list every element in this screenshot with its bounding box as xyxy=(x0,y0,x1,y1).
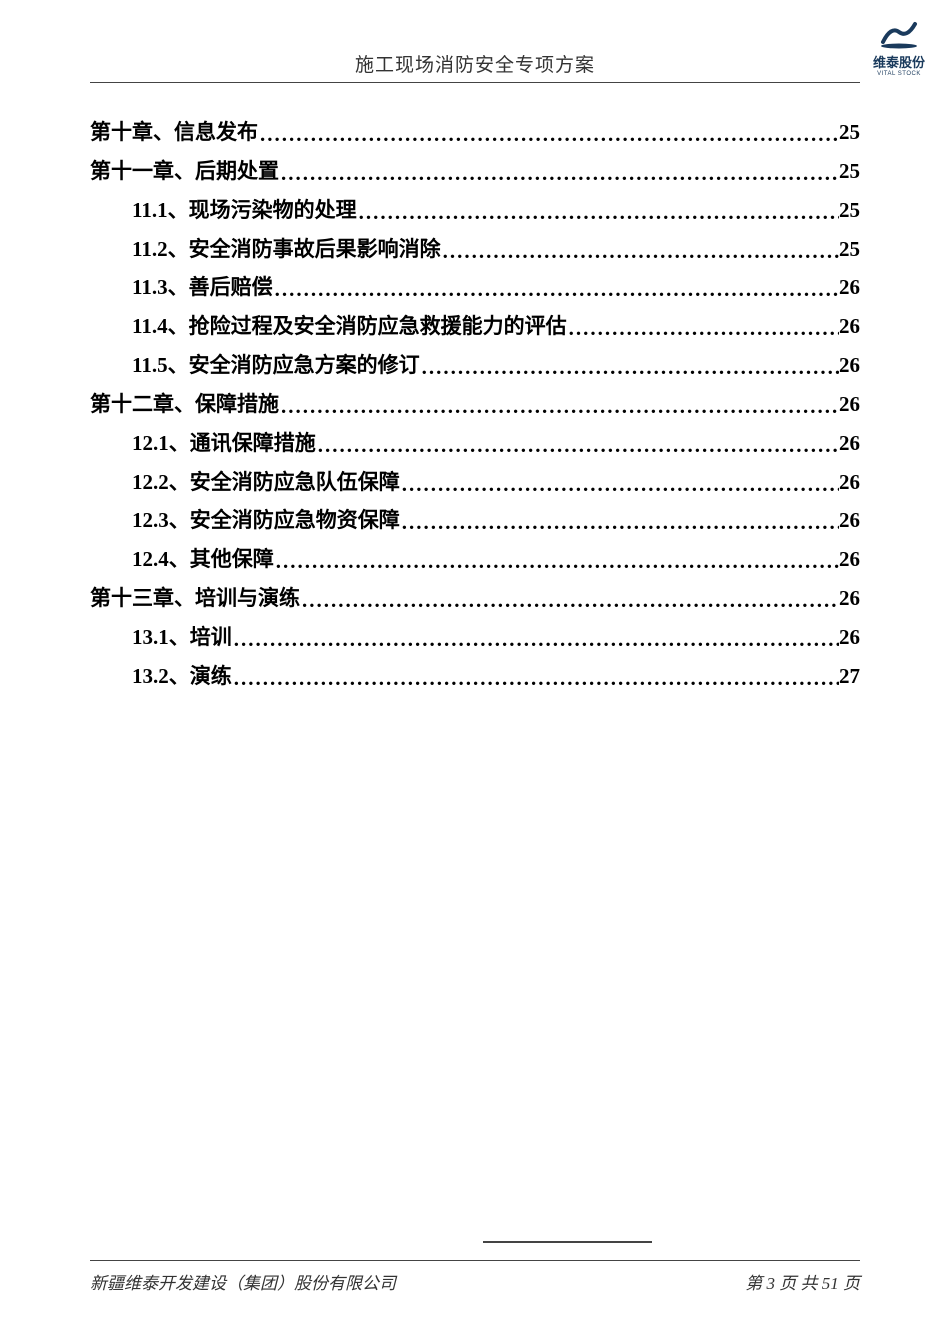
toc-entry[interactable]: 11.4、抢险过程及安全消防应急救援能力的评估 26 xyxy=(90,307,860,346)
toc-entry[interactable]: 11.3、善后赔偿 26 xyxy=(90,268,860,307)
toc-entry[interactable]: 13.2、演练 27 xyxy=(90,657,860,696)
toc-entry[interactable]: 12.3、安全消防应急物资保障 26 xyxy=(90,501,860,540)
toc-entry[interactable]: 12.2、安全消防应急队伍保障 26 xyxy=(90,463,860,502)
toc-leader-dots xyxy=(300,581,839,620)
toc-label: 第十二章、保障措施 xyxy=(90,385,279,424)
toc-page-number: 26 xyxy=(839,618,860,657)
toc-label: 第十一章、后期处置 xyxy=(90,152,279,191)
header-divider xyxy=(90,82,860,84)
table-of-contents: 第十章、信息发布25第十一章、后期处置2511.1、现场污染物的处理2511.2… xyxy=(90,113,860,696)
toc-label: 13.2、演练 xyxy=(132,657,232,696)
toc-label: 12.4、其他保障 xyxy=(132,540,274,579)
toc-page-number: 26 xyxy=(839,385,860,424)
toc-page-number: 26 xyxy=(839,463,860,502)
footer-content: 新疆维泰开发建设（集团）股份有限公司 第 3 页 共 51 页 xyxy=(90,1269,860,1294)
toc-leader-dots xyxy=(357,193,839,232)
toc-entry[interactable]: 第十一章、后期处置 25 xyxy=(90,152,860,191)
toc-leader-dots xyxy=(420,348,839,387)
logo-text-cn: 维泰股份 xyxy=(873,52,925,71)
toc-page-number: 25 xyxy=(839,113,860,152)
footer-page-info: 第 3 页 共 51 页 xyxy=(745,1269,860,1294)
page-footer: 新疆维泰开发建设（集团）股份有限公司 第 3 页 共 51 页 xyxy=(90,1241,860,1294)
toc-label: 13.1、培训 xyxy=(132,618,232,657)
toc-leader-dots xyxy=(400,465,839,504)
toc-leader-dots xyxy=(316,426,839,465)
document-page: 施工现场消防安全专项方案 维泰股份 VITAL STOCK 第十章、信息发布 25… xyxy=(0,0,950,1344)
toc-label: 12.1、通讯保障措施 xyxy=(132,424,316,463)
toc-leader-dots xyxy=(232,620,839,659)
toc-entry[interactable]: 第十二章、保障措施 26 xyxy=(90,385,860,424)
logo-icon xyxy=(877,20,921,50)
toc-leader-dots xyxy=(400,503,839,542)
header-title: 施工现场消防安全专项方案 xyxy=(355,50,595,77)
toc-label: 11.4、抢险过程及安全消防应急救援能力的评估 xyxy=(132,307,567,346)
company-logo: 维泰股份 VITAL STOCK xyxy=(873,20,925,77)
toc-entry[interactable]: 第十三章、培训与演练 26 xyxy=(90,579,860,618)
toc-page-number: 27 xyxy=(839,657,860,696)
toc-leader-dots xyxy=(273,270,839,309)
toc-label: 第十章、信息发布 xyxy=(90,113,258,152)
toc-entry[interactable]: 12.4、其他保障 26 xyxy=(90,540,860,579)
toc-label: 12.2、安全消防应急队伍保障 xyxy=(132,463,400,502)
toc-page-number: 26 xyxy=(839,268,860,307)
toc-label: 11.3、善后赔偿 xyxy=(132,268,273,307)
toc-leader-dots xyxy=(567,309,839,348)
toc-label: 第十三章、培训与演练 xyxy=(90,579,300,618)
toc-page-number: 25 xyxy=(839,230,860,269)
toc-leader-dots xyxy=(274,542,839,581)
toc-page-number: 25 xyxy=(839,191,860,230)
footer-divider xyxy=(90,1241,860,1261)
toc-leader-dots xyxy=(279,387,839,426)
footer-company: 新疆维泰开发建设（集团）股份有限公司 xyxy=(90,1269,396,1294)
toc-label: 12.3、安全消防应急物资保障 xyxy=(132,501,400,540)
toc-page-number: 25 xyxy=(839,152,860,191)
toc-entry[interactable]: 11.2、安全消防事故后果影响消除 25 xyxy=(90,230,860,269)
toc-label: 11.2、安全消防事故后果影响消除 xyxy=(132,230,441,269)
toc-page-number: 26 xyxy=(839,579,860,618)
toc-entry[interactable]: 12.1、通讯保障措施 26 xyxy=(90,424,860,463)
toc-entry[interactable]: 第十章、信息发布 25 xyxy=(90,113,860,152)
page-header: 施工现场消防安全专项方案 维泰股份 VITAL STOCK xyxy=(90,50,860,83)
toc-page-number: 26 xyxy=(839,424,860,463)
toc-entry[interactable]: 13.1、培训 26 xyxy=(90,618,860,657)
toc-entry[interactable]: 11.1、现场污染物的处理 25 xyxy=(90,191,860,230)
toc-entry[interactable]: 11.5、安全消防应急方案的修订 26 xyxy=(90,346,860,385)
toc-leader-dots xyxy=(441,232,839,271)
toc-page-number: 26 xyxy=(839,540,860,579)
toc-page-number: 26 xyxy=(839,501,860,540)
logo-text-en: VITAL STOCK xyxy=(877,71,921,77)
toc-leader-dots xyxy=(258,115,839,154)
toc-label: 11.5、安全消防应急方案的修订 xyxy=(132,346,420,385)
toc-page-number: 26 xyxy=(839,307,860,346)
toc-leader-dots xyxy=(232,659,839,698)
toc-label: 11.1、现场污染物的处理 xyxy=(132,191,357,230)
toc-page-number: 26 xyxy=(839,346,860,385)
toc-leader-dots xyxy=(279,154,839,193)
